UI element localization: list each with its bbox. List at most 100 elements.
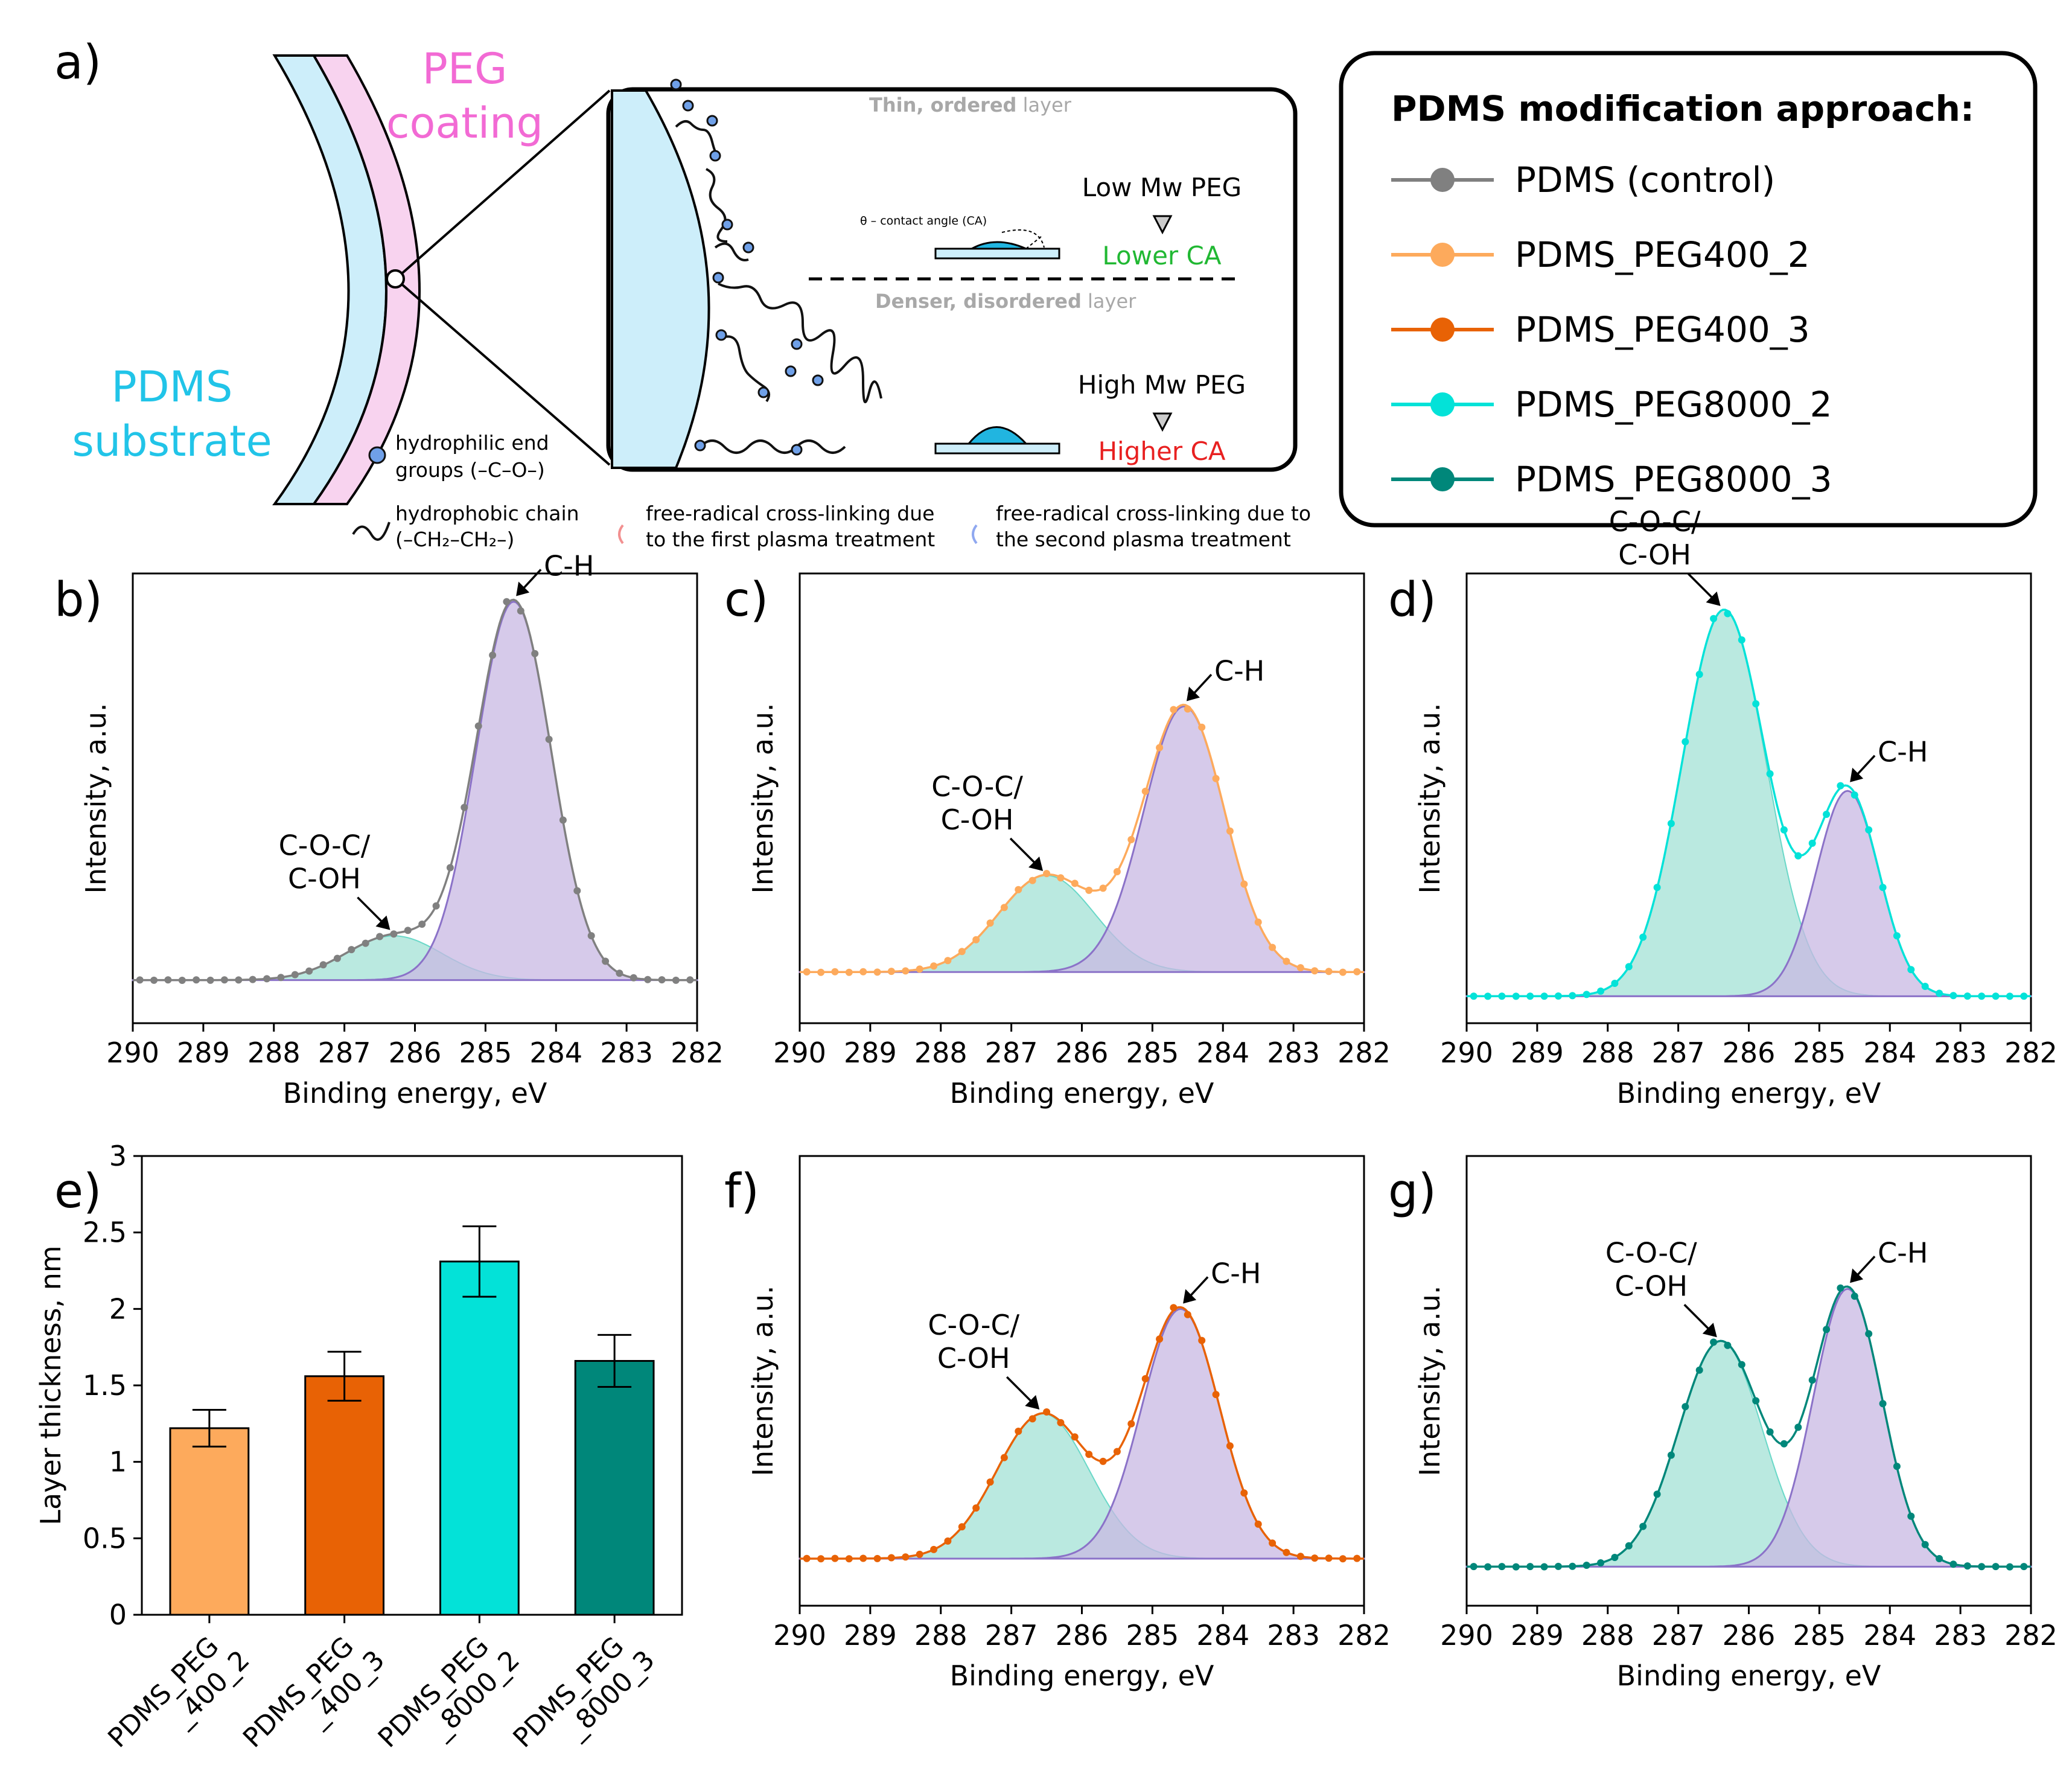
chain-key-icon (352, 522, 390, 541)
droplet-low (971, 241, 1027, 250)
data-point-f (1156, 1335, 1164, 1343)
data-point-b (193, 976, 200, 984)
data-point-g (1611, 1554, 1619, 1561)
data-point-g (1893, 1463, 1901, 1470)
y-tick-label-e: 0.5 (83, 1522, 127, 1554)
data-point-c (1043, 870, 1051, 878)
legend-label-0: PDMS (control) (1515, 159, 1775, 200)
y-tick-label-e: 3 (109, 1140, 127, 1172)
data-point-d (1526, 992, 1534, 1000)
panel-label-a: a) (54, 36, 101, 90)
y-tick-label-e: 2.5 (83, 1216, 127, 1249)
end-groups (670, 78, 824, 456)
data-point-f (1071, 1433, 1079, 1441)
data-point-b (432, 902, 440, 910)
data-point-d (1554, 992, 1562, 1000)
data-point-c (1057, 874, 1065, 882)
x-tick-label-3: PDMS_PEG_8000_3 (507, 1623, 660, 1776)
data-point-c (916, 965, 923, 973)
data-point-d (1949, 992, 1957, 1000)
data-point-g (1936, 1555, 1943, 1562)
data-point-g (1583, 1562, 1590, 1569)
y-tick-label-e: 2 (109, 1292, 127, 1325)
annot-arrowhead-coc-d (1706, 591, 1721, 606)
data-point-c (986, 919, 994, 927)
arrow-down-icon (1152, 215, 1173, 235)
x-tick-label-f: 285 (1126, 1619, 1179, 1652)
x-tick-label-b: 290 (106, 1036, 159, 1069)
bar-2 (439, 1260, 520, 1616)
data-point-c (803, 968, 811, 976)
higher-ca-label: Higher CA (1098, 436, 1225, 466)
data-point-c (1184, 705, 1191, 713)
legend-items: PDMS (control) PDMS_PEG400_2 PDMS_PEG400_3… (1391, 159, 1832, 500)
x-tick-label-c: 282 (1337, 1036, 1391, 1069)
y-axis-label-f: Intensity, a.u. (747, 1285, 779, 1476)
x-tick-label-f: 282 (1337, 1619, 1391, 1652)
data-point-f (1240, 1489, 1248, 1497)
data-point-c (1311, 967, 1319, 975)
data-point-g (2006, 1563, 2013, 1571)
bar-3 (574, 1359, 655, 1616)
data-point-c (1212, 774, 1220, 782)
data-point-d (1794, 852, 1802, 860)
data-point-f (1141, 1375, 1149, 1382)
data-point-c (1339, 968, 1347, 976)
data-point-d (1470, 992, 1477, 1000)
data-point-b (602, 957, 610, 965)
data-point-b (461, 803, 468, 811)
series-line-b (133, 598, 697, 982)
x-tick-label-g: 284 (1863, 1619, 1916, 1652)
data-point-g (2020, 1563, 2028, 1571)
chart-g: 290 289 288 287 286 285 284 283 282 Binding energ… (1414, 1155, 2058, 1692)
data-point-d (1611, 980, 1619, 987)
data-point-g (1625, 1542, 1633, 1550)
x-axis-label-f: Binding energy, eV (950, 1659, 1214, 1692)
data-point-b (531, 650, 539, 657)
data-point-b (164, 976, 172, 984)
data-point-b (333, 954, 341, 962)
x-tick-label-c: 289 (844, 1036, 897, 1069)
key-first-plasma-2: to the first plasma treatment (646, 528, 935, 551)
x-tick-label-c: 284 (1196, 1036, 1249, 1069)
data-point-d (1653, 884, 1661, 892)
chart-d: 290 289 288 287 286 285 284 283 282 Binding energ… (1414, 505, 2058, 1110)
key-end-groups-2: groups (–C–O–) (395, 458, 545, 482)
y-axis-label-g: Intensity, a.u. (1414, 1285, 1446, 1476)
legend-label-4: PDMS_PEG8000_3 (1515, 459, 1832, 500)
x-tick-label-b: 284 (529, 1036, 582, 1069)
data-point-c (1198, 723, 1206, 731)
data-point-b (277, 974, 285, 982)
data-point-g (1963, 1562, 1971, 1570)
x-tick-label-b: 287 (318, 1036, 371, 1069)
x-tick-label-d: 286 (1723, 1036, 1776, 1069)
data-point-f (1325, 1554, 1333, 1562)
data-point-b (305, 967, 313, 975)
data-point-f (1198, 1336, 1206, 1344)
data-point-g (1794, 1423, 1802, 1431)
annot-arrowhead-coc-b (375, 915, 390, 930)
x-axis-label-d: Binding energy, eV (1617, 1077, 1881, 1110)
x-tick-label-g: 290 (1440, 1619, 1493, 1652)
data-point-f (1113, 1448, 1121, 1455)
data-point-c (1000, 904, 1008, 912)
charts: 290 289 288 287 286 285 284 283 282 Binding energ… (34, 505, 2058, 1776)
x-tick-label-0: PDMS_PEG_400_2 (102, 1623, 255, 1776)
annot-arrowhead-ch-d (1850, 767, 1864, 782)
data-point-b (587, 932, 595, 940)
data-point-b (545, 735, 553, 743)
annot-arrowhead-coc-c (1028, 856, 1044, 871)
data-point-f (1353, 1554, 1361, 1562)
droplet-substrate-low (934, 247, 1060, 260)
data-point-b (376, 933, 384, 940)
data-point-g (1695, 1366, 1703, 1374)
x-tick-label-g: 285 (1793, 1619, 1846, 1652)
angle-marker (1001, 229, 1045, 249)
data-point-d (1879, 884, 1887, 892)
key-second-plasma-1: free-radical cross-linking due to (996, 502, 1311, 525)
data-point-d (1667, 820, 1675, 828)
x-tick-label-b: 288 (247, 1036, 301, 1069)
panel-label-e: e) (54, 1164, 101, 1219)
data-point-f (1269, 1539, 1277, 1547)
data-point-b (235, 976, 243, 984)
